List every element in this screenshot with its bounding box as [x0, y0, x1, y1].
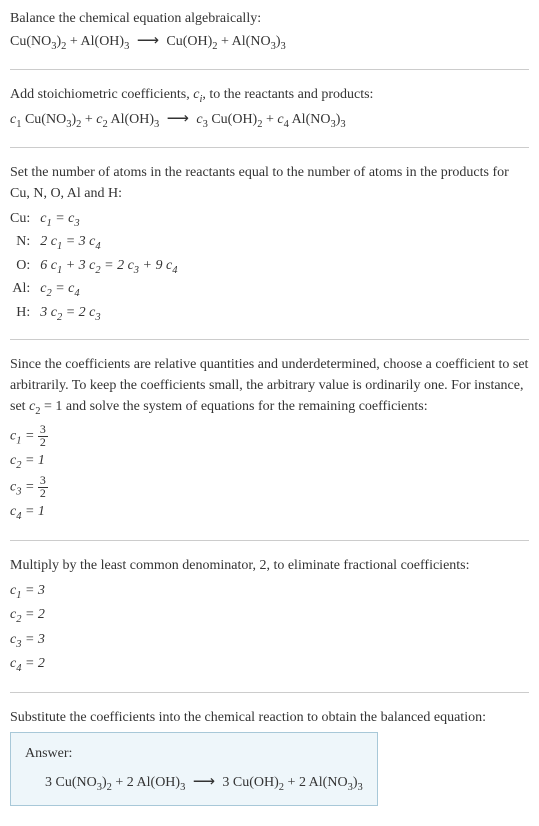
subst-text: Substitute the coefficients into the che… [10, 707, 529, 728]
coeff-line: c4 = 1 [10, 501, 529, 526]
atoms-label: N: [10, 231, 40, 255]
divider [10, 692, 529, 693]
atoms-row: Al: c2 = c4 [10, 278, 177, 302]
atoms-eq: 2 c1 = 3 c4 [40, 231, 177, 255]
coeff-line: c3 = 32 [10, 475, 529, 501]
intro-text: Balance the chemical equation algebraica… [10, 8, 529, 29]
intro-equation: Cu(NO3)2 + Al(OH)3 ⟶ Cu(OH)2 + Al(NO3)3 [10, 29, 529, 55]
intro-section: Balance the chemical equation algebraica… [10, 8, 529, 55]
atoms-section: Set the number of atoms in the reactants… [10, 162, 529, 326]
arrow-icon: ⟶ [193, 773, 215, 790]
atoms-label: Al: [10, 278, 40, 302]
atoms-eq: 6 c1 + 3 c2 = 2 c3 + 9 c4 [40, 255, 177, 279]
atoms-intro: Set the number of atoms in the reactants… [10, 162, 529, 204]
atoms-label: O: [10, 255, 40, 279]
coeff-line: c1 = 32 [10, 424, 529, 450]
answer-label: Answer: [25, 743, 363, 764]
divider [10, 147, 529, 148]
atoms-eq: c2 = c4 [40, 278, 177, 302]
coeff-line: c2 = 1 [10, 450, 529, 475]
answer-box: Answer: 3 Cu(NO3)2 + 2 Al(OH)3 ⟶ 3 Cu(OH… [10, 732, 378, 807]
coeff-line: c1 = 3 [10, 580, 529, 605]
arbitrary-text: Since the coefficients are relative quan… [10, 354, 529, 420]
coeff-line: c4 = 2 [10, 653, 529, 678]
atoms-eq: c1 = c3 [40, 208, 177, 232]
lcd-section: Multiply by the least common denominator… [10, 555, 529, 678]
atoms-row: O: 6 c1 + 3 c2 = 2 c3 + 9 c4 [10, 255, 177, 279]
divider [10, 339, 529, 340]
coeff-line: c3 = 3 [10, 629, 529, 654]
subst-section: Substitute the coefficients into the che… [10, 707, 529, 807]
arrow-icon: ⟶ [137, 32, 159, 49]
answer-equation: 3 Cu(NO3)2 + 2 Al(OH)3 ⟶ 3 Cu(OH)2 + 2 A… [25, 770, 363, 796]
atoms-label: Cu: [10, 208, 40, 232]
atoms-row: H: 3 c2 = 2 c3 [10, 302, 177, 326]
atoms-table: Cu: c1 = c3 N: 2 c1 = 3 c4 O: 6 c1 + 3 c… [10, 208, 177, 326]
arbitrary-section: Since the coefficients are relative quan… [10, 354, 529, 525]
atoms-row: N: 2 c1 = 3 c4 [10, 231, 177, 255]
divider [10, 69, 529, 70]
divider [10, 540, 529, 541]
lcd-text: Multiply by the least common denominator… [10, 555, 529, 576]
atoms-label: H: [10, 302, 40, 326]
coeff-list: c1 = 32 c2 = 1 c3 = 32 c4 = 1 [10, 424, 529, 526]
atoms-row: Cu: c1 = c3 [10, 208, 177, 232]
coeff-line: c2 = 2 [10, 604, 529, 629]
stoich-section: Add stoichiometric coefficients, ci, to … [10, 84, 529, 133]
arrow-icon: ⟶ [167, 110, 189, 127]
stoich-equation: c1 Cu(NO3)2 + c2 Al(OH)3 ⟶ c3 Cu(OH)2 + … [10, 107, 529, 133]
atoms-eq: 3 c2 = 2 c3 [40, 302, 177, 326]
coeff-list: c1 = 3 c2 = 2 c3 = 3 c4 = 2 [10, 580, 529, 678]
stoich-text: Add stoichiometric coefficients, ci, to … [10, 84, 529, 108]
